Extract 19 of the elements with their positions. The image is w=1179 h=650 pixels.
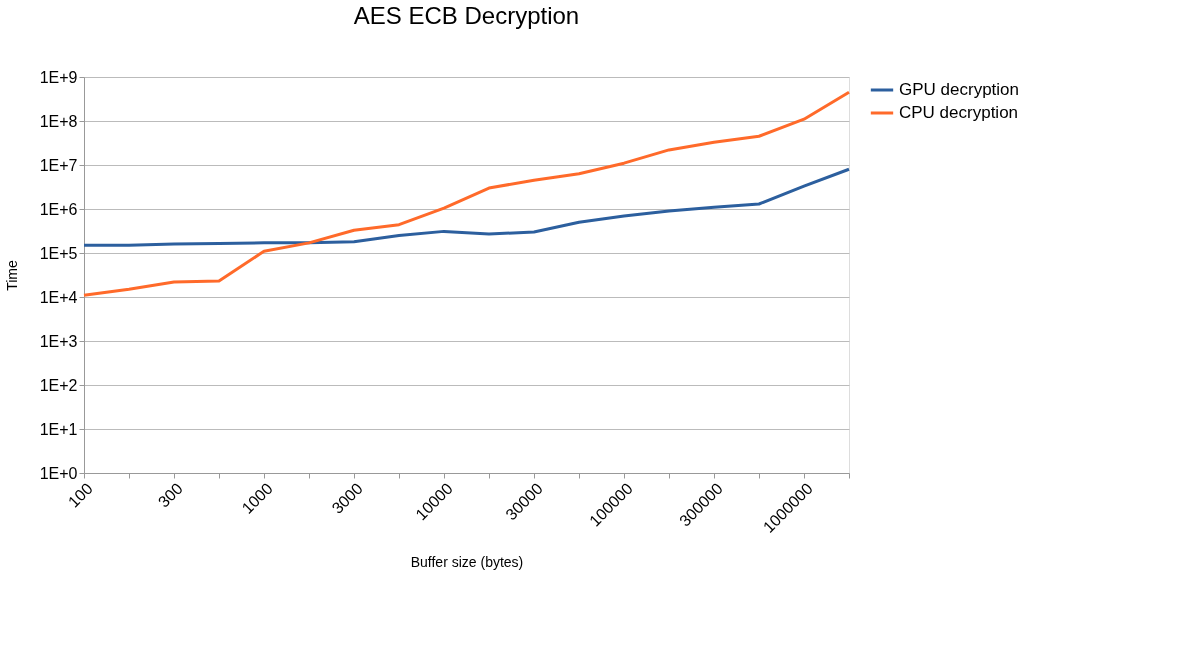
x-tick-label: 100 <box>64 479 96 511</box>
line-series <box>82 90 851 297</box>
x-tick-label: 300 <box>154 479 186 511</box>
line-series <box>82 167 851 247</box>
y-tick-label: 1E+9 <box>39 68 78 86</box>
legend-label: CPU decryption <box>899 103 1019 122</box>
y-axis-title: Time <box>3 259 20 291</box>
y-tick-label: 1E+6 <box>39 200 78 218</box>
y-tick-label: 1E+7 <box>39 156 78 174</box>
chart-title: AES ECB Decryption <box>353 2 580 29</box>
y-tick-label: 1E+3 <box>39 332 78 350</box>
y-tick-label: 1E+8 <box>39 112 78 130</box>
y-tick-label: 1E+2 <box>39 376 78 394</box>
y-tick-label: 1E+1 <box>39 420 78 438</box>
y-tick-label: 1E+4 <box>39 288 78 306</box>
x-axis-title: Buffer size (bytes) <box>410 553 524 570</box>
y-tick-label: 1E+0 <box>39 464 78 482</box>
legend-label: GPU decryption <box>899 80 1019 99</box>
y-tick-label: 1E+5 <box>39 244 78 262</box>
